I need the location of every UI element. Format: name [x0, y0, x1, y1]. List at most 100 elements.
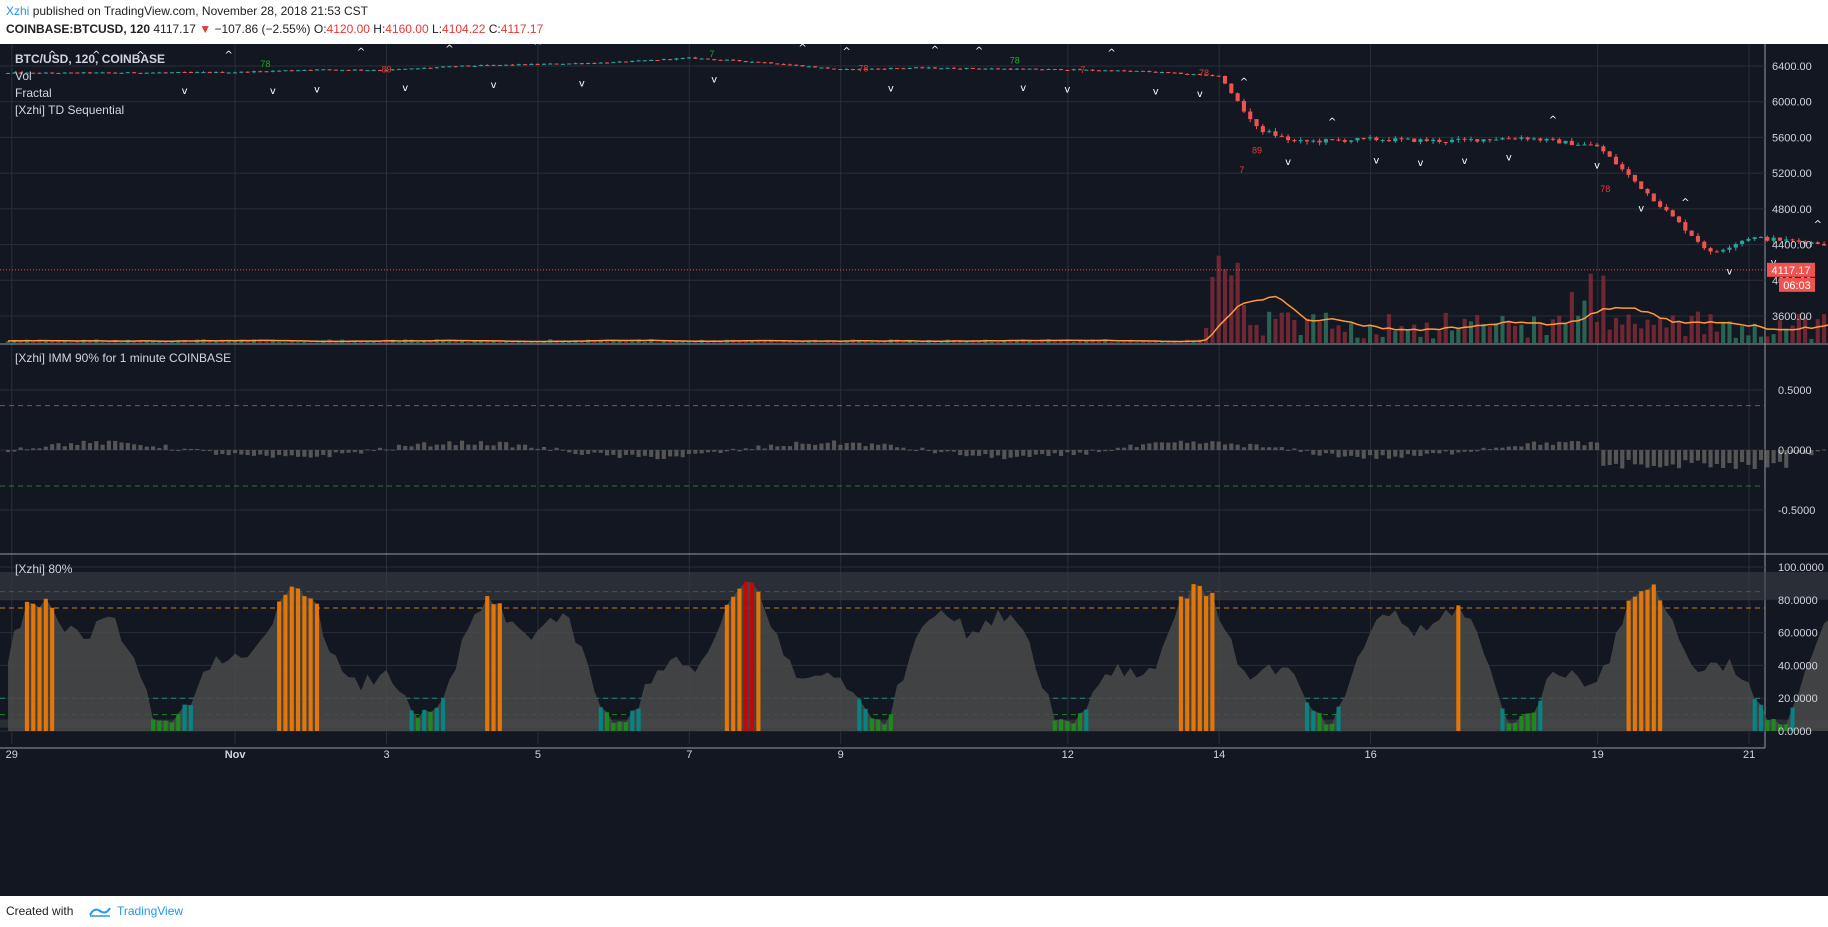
price-badge: 4117.17 06:03 [1767, 262, 1815, 292]
volume-bar [1456, 328, 1461, 343]
volume-bar [913, 342, 919, 343]
imm-bar [1620, 450, 1625, 469]
volume-bar [649, 339, 654, 343]
candle-body [1676, 216, 1682, 223]
volume-bar [907, 341, 912, 343]
candle-body [1758, 236, 1764, 238]
volume-bar [1424, 322, 1429, 343]
volume-bar [920, 342, 925, 343]
imm-bar [459, 440, 465, 450]
chart-canvas[interactable]: ^^^v^vv^v^v^v^^v^^^v^^vv^vv^v^vvvv^vv^vv… [0, 44, 1828, 896]
candle-body [1714, 251, 1719, 253]
fractal-down-marker: v [1418, 158, 1424, 169]
tradingview-link[interactable]: TradingView [117, 904, 184, 918]
candle-body [605, 62, 610, 64]
imm-bar [1487, 448, 1492, 450]
candle-body [876, 68, 881, 70]
imm-bar [1494, 447, 1499, 450]
imm-bar [390, 449, 395, 451]
candle-body [1304, 140, 1310, 142]
candle-body [1809, 242, 1814, 244]
candle-body [163, 72, 168, 74]
candle-body [81, 72, 86, 74]
imm-bar [340, 450, 345, 454]
candle-body [529, 63, 534, 65]
imm-bar [825, 442, 830, 450]
fractal-up-marker: ^ [1328, 117, 1336, 128]
imm-bar [1796, 450, 1801, 453]
candle-body [800, 65, 805, 67]
candle-body [825, 67, 830, 69]
candle-body [169, 72, 175, 74]
imm-bar [1159, 442, 1165, 450]
oscillator-highlight [617, 721, 622, 731]
fractal-up-marker: ^ [798, 44, 806, 54]
volume-bar [1815, 319, 1820, 343]
volume-bar [428, 341, 433, 343]
imm-bar [1096, 450, 1101, 453]
imm-bar [1569, 441, 1574, 450]
imm-bar [1147, 443, 1152, 450]
volume-bar [1733, 337, 1738, 343]
candle-body [1412, 138, 1417, 142]
candle-body [1550, 138, 1555, 140]
low-label: L: [432, 22, 443, 36]
oscillator-highlight [37, 607, 42, 731]
oscillator-pane[interactable] [0, 571, 1828, 731]
candle-body [787, 64, 792, 66]
candle-body [75, 72, 80, 74]
open-value: 4120.00 [326, 22, 370, 36]
oscillator-highlight [1071, 723, 1076, 731]
candle-body [731, 59, 736, 61]
imm-bar [623, 450, 629, 455]
td-count-label: 78 [858, 63, 868, 73]
candle-body [415, 68, 420, 70]
oscillator-highlight [876, 719, 881, 731]
fractal-up-marker: ^ [1240, 77, 1248, 88]
imm-bar [932, 450, 938, 454]
candle-body [970, 67, 975, 69]
chart-area[interactable]: ^^^v^vv^v^v^v^^v^^^v^^vv^vv^v^vvvv^vv^vv… [0, 44, 1828, 896]
high-label: H: [373, 22, 386, 36]
imm-bar [850, 442, 856, 450]
volume-bar [863, 341, 868, 343]
candle-body [1191, 74, 1196, 76]
candle-body [1210, 75, 1215, 77]
fractal-up-marker: ^ [225, 50, 233, 61]
imm-bar [1582, 445, 1587, 450]
fractal-up-marker: ^ [842, 46, 850, 57]
imm-bar [1746, 450, 1751, 465]
candle-body [1431, 139, 1436, 142]
imm-bar [1714, 450, 1719, 464]
imm-bar [371, 450, 376, 451]
candle-body [277, 70, 282, 72]
fractal-down-marker: v [1594, 160, 1600, 171]
imm-bar [100, 444, 105, 450]
imm-bar [983, 450, 988, 455]
candle-body [844, 68, 849, 70]
candle-body [1588, 144, 1593, 146]
candle-body [1021, 68, 1026, 70]
price-pane[interactable]: ^^^v^vv^v^v^v^^v^^^v^^vv^vv^v^vvvv^vv^vv… [0, 44, 1828, 343]
fractal-up-marker: ^ [1107, 48, 1115, 59]
volume-bar [1784, 329, 1789, 343]
candle-body [144, 72, 149, 74]
candle-body [920, 67, 925, 69]
imm-bar [327, 450, 332, 458]
volume-bar [1166, 341, 1171, 343]
imm-bar [655, 450, 660, 460]
author-link[interactable]: Xzhi [6, 4, 30, 18]
imm-pane[interactable] [0, 405, 1828, 487]
footer: Created with TradingView [0, 896, 1828, 927]
oscillator-highlight [314, 603, 320, 731]
imm-bar [441, 444, 446, 450]
candle-body [1096, 70, 1101, 72]
candle-body [655, 59, 660, 61]
volume-bar [857, 340, 862, 343]
candle-body [686, 57, 692, 59]
volume-bar [1405, 330, 1410, 343]
volume-bar [415, 341, 420, 343]
candle-body [150, 72, 156, 74]
candle-body [346, 69, 351, 71]
volume-bar [1380, 336, 1385, 343]
